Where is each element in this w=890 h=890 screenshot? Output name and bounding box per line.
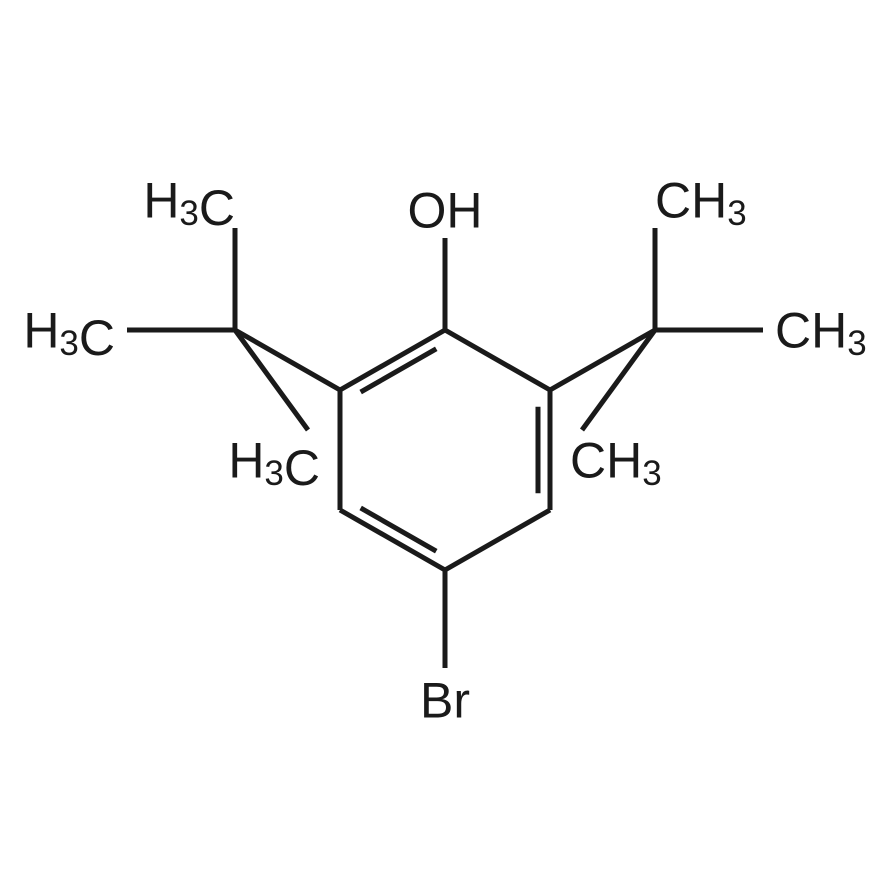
label-br: Br <box>420 673 470 729</box>
label-oh: OH <box>408 183 483 239</box>
molecule-diagram: OHBrCH3CH3CH3H3CH3CH3C <box>0 0 890 890</box>
